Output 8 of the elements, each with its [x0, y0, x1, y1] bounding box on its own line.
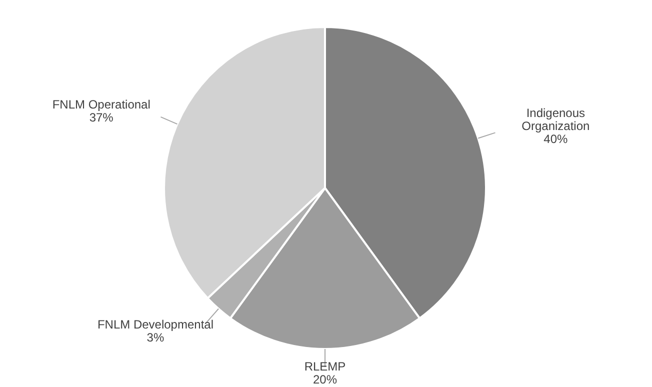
- slice-label: FNLM Operational: [52, 97, 150, 112]
- slice-label: FNLM Developmental: [97, 317, 214, 332]
- data-label: 20%: [312, 372, 338, 386]
- data-label: 3%: [146, 330, 164, 344]
- slice-label: Indigenous Organization: [522, 106, 590, 133]
- slice-label: RLEMP: [304, 360, 346, 374]
- data-label: 40%: [544, 132, 568, 146]
- data-label: 37%: [89, 110, 114, 124]
